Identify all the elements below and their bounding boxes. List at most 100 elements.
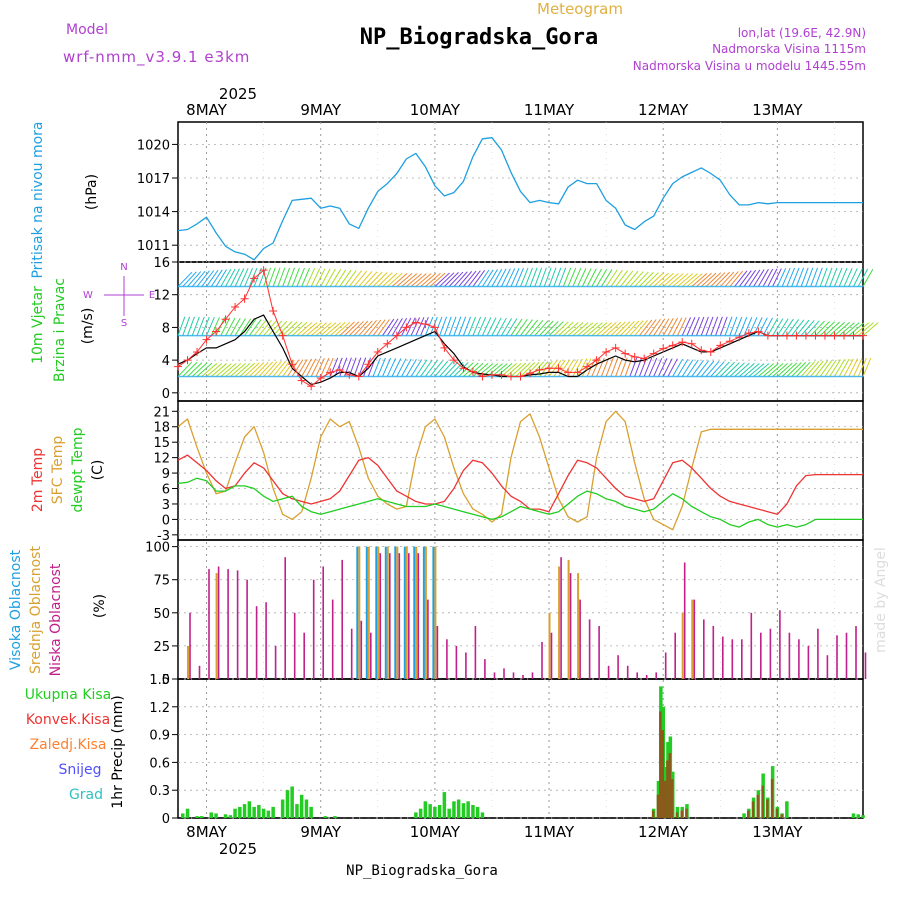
wind-barb: [396, 317, 408, 336]
precip-total-bar: [195, 816, 199, 818]
cloud-low-bar: [588, 619, 591, 679]
wind-barb: [282, 267, 291, 287]
cloud-low-bar: [255, 606, 258, 679]
wind-barb: [244, 362, 260, 377]
gust-marker: [659, 344, 668, 353]
wind-barb: [382, 318, 395, 336]
wind-barb: [286, 359, 300, 377]
wind-barb: [177, 361, 193, 377]
wind-barb: [562, 321, 579, 336]
wind-tick-label: 8: [162, 321, 170, 336]
wind-barb: [700, 316, 709, 336]
wind-barb: [705, 361, 720, 377]
gust-marker: [497, 370, 506, 379]
precip-conv-bar: [675, 812, 679, 818]
wind-ylabel: 10m Vjetar: [30, 286, 46, 364]
wind-barb: [762, 363, 779, 377]
wind-barb: [586, 268, 597, 287]
wind-barb: [477, 317, 487, 336]
wind-barb: [510, 362, 527, 377]
cloud-low-bar: [626, 665, 629, 679]
coords-label: lon,lat (19.6E, 42.9N): [738, 26, 866, 40]
wind-barb: [819, 321, 835, 336]
wind-barb: [805, 320, 820, 336]
gust-marker: [345, 370, 354, 379]
gust-marker: [212, 327, 221, 336]
precip-total-bar: [214, 813, 218, 818]
footer-station: NP_Biogradska_Gora: [346, 863, 498, 879]
wind-barb: [710, 361, 725, 377]
wind-barb: [467, 316, 477, 336]
wind-barb: [853, 268, 863, 287]
wind-barb: [653, 318, 666, 336]
gust-marker: [630, 352, 639, 361]
wind-barb: [268, 360, 282, 377]
wind-barb: [610, 269, 623, 287]
cloud-low-bar: [512, 672, 515, 679]
wind-barb: [415, 273, 432, 287]
wind-barb: [210, 363, 227, 377]
wind-barb: [691, 316, 700, 336]
gust-marker: [297, 376, 306, 385]
wind-barb: [420, 359, 433, 377]
wind-barb: [539, 320, 554, 336]
wind-barb: [358, 320, 373, 336]
wind-barb: [524, 267, 533, 287]
wind-barb: [653, 272, 669, 287]
precip-conv-bar: [775, 808, 779, 818]
gust-marker: [383, 339, 392, 348]
wind-tick-label: 4: [162, 354, 170, 369]
wind-barb: [210, 317, 220, 336]
precip-ylabel: 1hr Precip (mm): [110, 695, 126, 808]
wind-barb: [234, 362, 251, 377]
wind-barb: [310, 358, 321, 377]
wind-barb: [448, 316, 457, 336]
temp-tick-label: 15: [153, 436, 170, 451]
wind-barb: [838, 358, 850, 377]
gust-marker: [820, 331, 829, 340]
wind-barb: [277, 360, 291, 377]
wind-barb: [481, 317, 492, 336]
precip-legend-conv: Konvek.Kisa: [26, 712, 110, 728]
wind-barb: [758, 363, 774, 377]
wind-barb: [753, 269, 765, 287]
gust-marker: [782, 331, 791, 340]
wind-barb: [862, 268, 874, 287]
precip-conv-bar: [668, 753, 672, 818]
precip-total-bar: [242, 804, 247, 818]
wind-barb: [358, 357, 367, 377]
wind-barb: [420, 316, 429, 336]
wind-barb: [467, 362, 484, 377]
wind-barb: [206, 269, 219, 287]
cloud-low-bar: [645, 675, 648, 679]
precip-total-bar: [257, 805, 261, 818]
wind-barb: [372, 357, 381, 377]
wind-barb: [367, 319, 382, 336]
wind-barb: [386, 358, 397, 377]
gust-marker: [183, 356, 192, 365]
wind-barb: [648, 318, 661, 336]
precip-total-bar: [428, 804, 432, 818]
wind-barb: [320, 268, 331, 287]
wind-barb: [401, 273, 418, 287]
cloud-low-bar: [398, 553, 401, 679]
cloud-mid-bar: [358, 546, 361, 679]
wind-barb: [206, 363, 223, 377]
wind-barb: [410, 359, 423, 377]
precip-panel-frame: [177, 678, 864, 819]
gust-marker: [459, 364, 468, 373]
temp-ylabel-dew: dewpt Temp: [70, 427, 86, 512]
wind-barb: [729, 270, 744, 287]
cloud-mid-bar: [396, 546, 399, 679]
cloud-high-bar: [365, 546, 368, 679]
gust-marker: [506, 372, 515, 381]
gust-marker: [678, 338, 687, 347]
wind-barb: [634, 271, 649, 287]
precip-conv-bar: [770, 779, 774, 818]
temp-unit: (C): [90, 460, 106, 481]
gust-marker: [611, 343, 620, 352]
gust-marker: [792, 331, 801, 340]
wind-barb: [648, 357, 658, 377]
wind-barb: [453, 316, 462, 336]
cloud-low-bar: [664, 652, 667, 679]
